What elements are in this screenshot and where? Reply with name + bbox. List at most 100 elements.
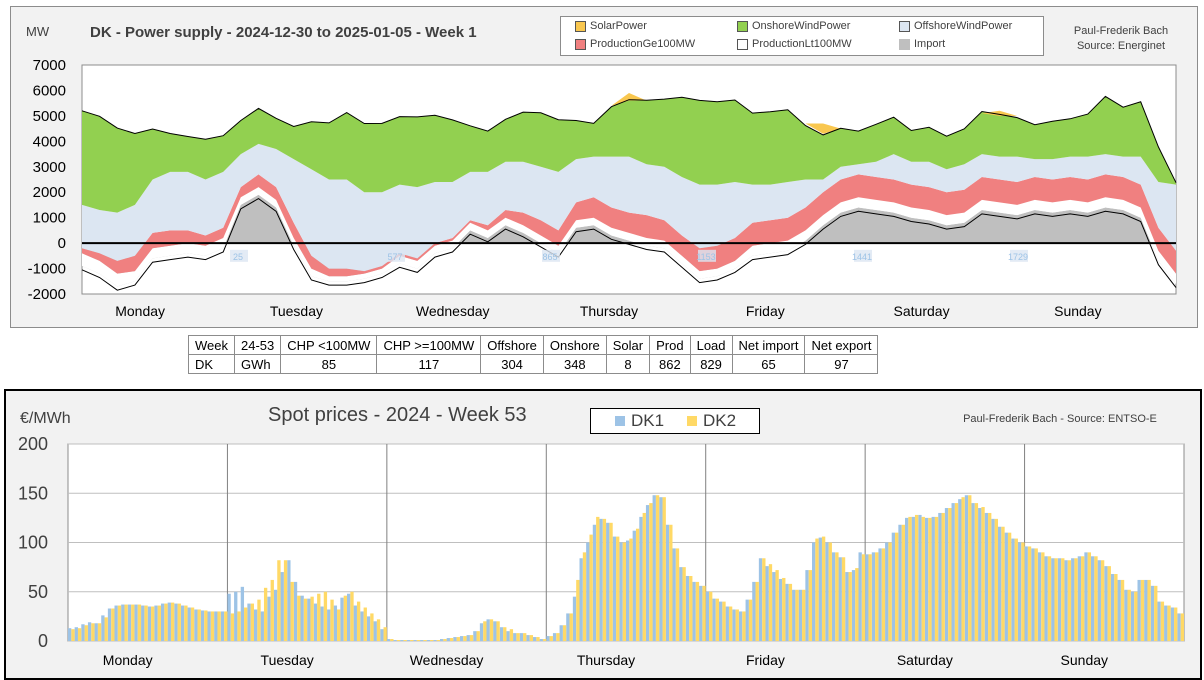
bottom-credit: Paul-Frederik Bach - Source: ENTSO-E bbox=[963, 413, 1157, 425]
y-tick-label: 0 bbox=[58, 235, 66, 252]
bar-dk2 bbox=[430, 640, 434, 641]
bar-dk1 bbox=[1024, 546, 1028, 641]
bar-dk1 bbox=[672, 548, 676, 641]
bar-dk1 bbox=[951, 503, 955, 641]
bar-dk1 bbox=[898, 524, 902, 641]
bar-dk1 bbox=[586, 542, 590, 641]
bar-dk1 bbox=[606, 522, 610, 641]
bar-dk1 bbox=[659, 497, 663, 641]
bar-dk2 bbox=[489, 619, 494, 641]
legend-swatch-lt100 bbox=[737, 38, 748, 50]
bar-dk2 bbox=[350, 591, 354, 641]
bar-dk2 bbox=[184, 605, 188, 641]
bar-dk2 bbox=[131, 604, 135, 641]
bar-dk1 bbox=[1177, 613, 1181, 641]
bar-dk1 bbox=[699, 585, 703, 641]
bar-dk2 bbox=[981, 507, 985, 641]
bar-dk2 bbox=[496, 621, 500, 641]
bar-dk2 bbox=[1067, 560, 1072, 641]
bar-dk1 bbox=[738, 611, 743, 641]
bar-dk2 bbox=[469, 635, 474, 641]
summary-header-cell: Solar bbox=[605, 335, 651, 355]
bar-dk1 bbox=[1044, 556, 1048, 641]
bar-dk1 bbox=[340, 597, 344, 641]
bar-dk2 bbox=[91, 623, 95, 641]
legend-item-offshore: OffshoreWindPower bbox=[899, 20, 1012, 32]
bar-dk1 bbox=[1057, 558, 1062, 641]
bar-dk2 bbox=[1041, 552, 1045, 641]
bar-dk2 bbox=[1001, 526, 1005, 641]
bar-dk2 bbox=[848, 572, 852, 641]
bar-dk2 bbox=[1021, 542, 1025, 641]
bar-dk1 bbox=[347, 593, 351, 641]
bar-dk1 bbox=[679, 567, 683, 642]
bar-dk2 bbox=[988, 512, 992, 641]
bar-dk1 bbox=[353, 605, 357, 641]
bar-dk1 bbox=[1104, 566, 1108, 641]
bar-dk1 bbox=[1071, 558, 1075, 641]
bar-dk2 bbox=[868, 554, 872, 641]
bar-dk2 bbox=[197, 609, 201, 641]
bar-dk1 bbox=[327, 609, 331, 641]
hour-marker-bg bbox=[1010, 249, 1028, 262]
bar-dk1 bbox=[446, 638, 450, 641]
bar-dk1 bbox=[87, 622, 92, 641]
import-line bbox=[81, 198, 1177, 291]
y-tick-label: 0 bbox=[38, 631, 48, 651]
summary-cell: 348 bbox=[542, 354, 607, 374]
top-credit-source: Source: Energinet bbox=[1076, 40, 1166, 52]
bar-dk2 bbox=[682, 567, 686, 642]
summary-cell: 8 bbox=[605, 354, 651, 374]
legend-label-onshore: OnshoreWindPower bbox=[752, 20, 851, 32]
bar-dk2 bbox=[423, 640, 427, 641]
bottom-legend: DK1 DK2 bbox=[590, 408, 760, 434]
summary-cell: 117 bbox=[376, 354, 482, 374]
bar-dk2 bbox=[529, 635, 533, 641]
y-tick-label: 5000 bbox=[33, 108, 66, 125]
bar-dk2 bbox=[356, 601, 361, 641]
summary-cell: 65 bbox=[731, 354, 806, 374]
bar-dk2 bbox=[436, 640, 440, 641]
bar-dk2 bbox=[337, 609, 341, 641]
bar-dk2 bbox=[177, 603, 181, 641]
bar-dk2 bbox=[303, 598, 308, 641]
bar-dk1 bbox=[665, 524, 670, 641]
bar-dk1 bbox=[958, 499, 962, 641]
legend-item-solar: SolarPower bbox=[575, 20, 647, 32]
summary-cell: 862 bbox=[649, 354, 691, 374]
bar-dk1 bbox=[373, 621, 377, 641]
bar-dk2 bbox=[1127, 589, 1131, 641]
bar-dk1 bbox=[712, 598, 716, 641]
summary-header-cell: Net export bbox=[804, 335, 879, 355]
bar-dk1 bbox=[991, 518, 995, 641]
bar-dk1 bbox=[254, 609, 258, 641]
hour-marker-bg bbox=[698, 249, 716, 262]
bar-dk2 bbox=[97, 623, 102, 641]
bar-dk2 bbox=[961, 497, 965, 641]
legend-item-import: Import bbox=[899, 38, 945, 50]
bar-dk2 bbox=[230, 613, 235, 641]
bar-dk2 bbox=[642, 512, 646, 641]
bar-dk1 bbox=[579, 558, 583, 641]
area-productionlt100mw bbox=[82, 187, 1176, 287]
day-label-friday: Friday bbox=[746, 652, 785, 668]
bar-dk2 bbox=[782, 577, 786, 641]
area-productionge100mw bbox=[82, 174, 1176, 277]
bar-dk1 bbox=[121, 604, 125, 641]
legend-label-offshore: OffshoreWindPower bbox=[914, 20, 1013, 32]
bar-dk2 bbox=[449, 638, 454, 641]
bar-dk1 bbox=[393, 640, 397, 641]
bar-dk1 bbox=[360, 611, 364, 641]
bar-dk2 bbox=[217, 611, 221, 641]
bar-dk1 bbox=[765, 566, 769, 641]
bar-dk1 bbox=[134, 604, 138, 641]
bar-dk1 bbox=[639, 516, 643, 641]
bar-dk1 bbox=[572, 596, 577, 641]
day-label-wednesday: Wednesday bbox=[410, 652, 484, 668]
total-production-line bbox=[81, 95, 1177, 183]
bar-dk1 bbox=[1091, 556, 1095, 641]
bar-dk1 bbox=[154, 605, 158, 641]
legend-label-dk2: DK2 bbox=[703, 411, 737, 430]
bar-dk2 bbox=[443, 639, 447, 641]
bar-dk1 bbox=[81, 624, 85, 641]
